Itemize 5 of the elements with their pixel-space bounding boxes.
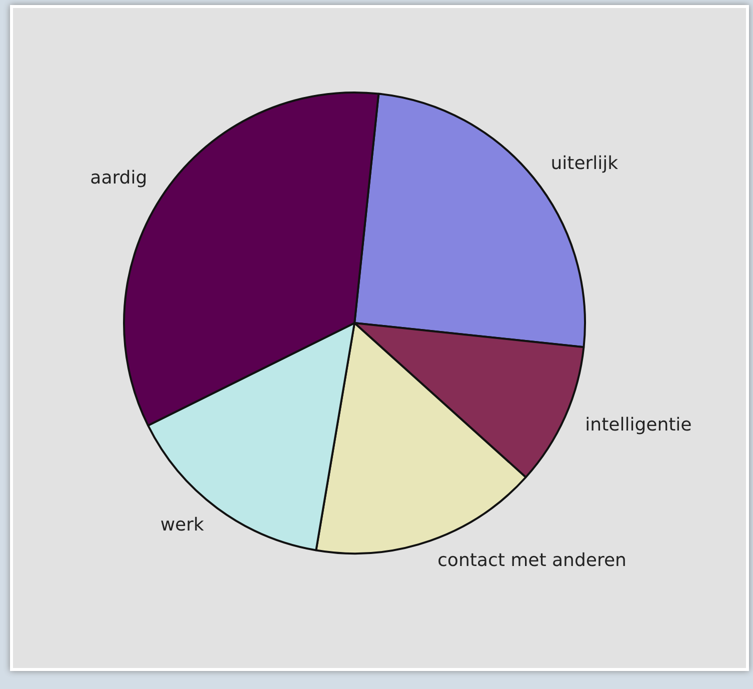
slice-label: uiterlijk	[550, 152, 619, 174]
slice-label: intelligentie	[585, 414, 692, 436]
slice-label: aardig	[90, 168, 148, 189]
slice-label: contact met anderen	[438, 550, 626, 572]
slice-label: werk	[160, 514, 205, 536]
